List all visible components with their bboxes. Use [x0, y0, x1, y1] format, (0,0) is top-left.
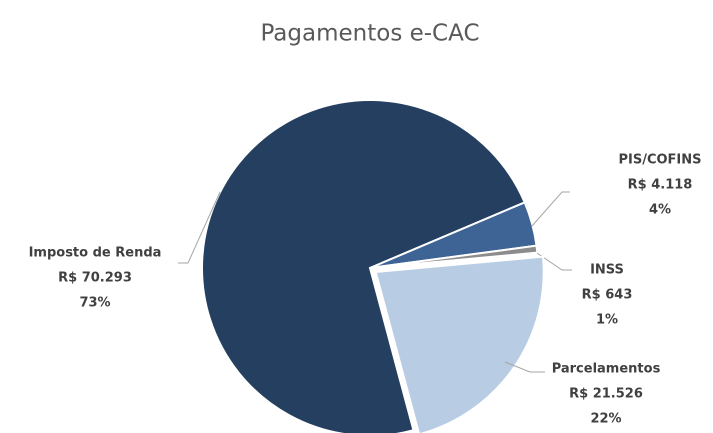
pie-slice	[374, 255, 545, 433]
slice-label: Parcelamentos	[552, 362, 661, 377]
percent-label: 4%	[649, 203, 671, 218]
leader-line	[536, 252, 572, 271]
value-label: R$ 643	[582, 288, 633, 303]
value-label: R$ 21.526	[569, 387, 643, 402]
leader-line	[178, 191, 221, 264]
slice-label: INSS	[590, 263, 624, 278]
chart-title: Pagamentos e-CAC	[260, 21, 479, 47]
percent-label: 22%	[590, 412, 621, 427]
percent-label: 73%	[79, 296, 110, 311]
value-label: R$ 4.118	[628, 178, 693, 193]
slice-label: PIS/COFINS	[618, 153, 701, 168]
slice-label: Imposto de Renda	[29, 246, 162, 261]
percent-label: 1%	[596, 313, 618, 328]
leader-line	[504, 361, 545, 373]
value-label: R$ 70.293	[58, 271, 132, 286]
leader-line	[531, 191, 570, 227]
